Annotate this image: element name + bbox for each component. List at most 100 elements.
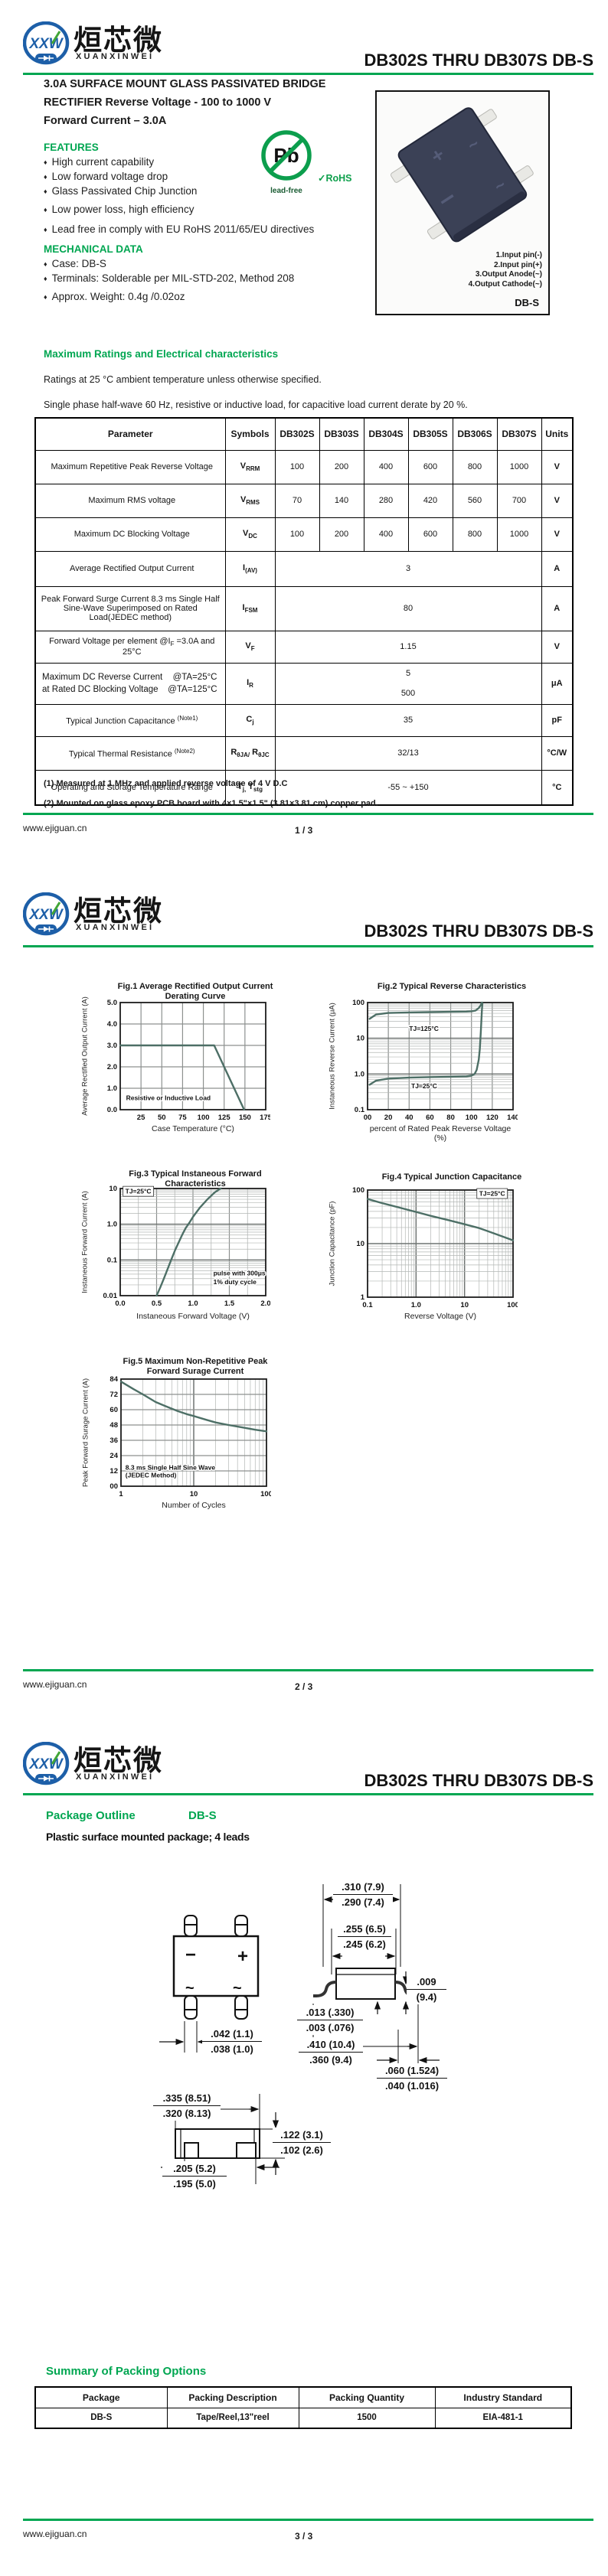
check-icon: ✓ [318,173,326,184]
pin-label: 4.Output Cathode(~) [468,279,542,289]
svg-text:0.0: 0.0 [115,1299,125,1308]
brand-name-cn: 烜芯微 [74,1745,163,1776]
svg-text:40: 40 [405,1114,414,1122]
svg-text:100: 100 [466,1114,478,1122]
header-rule [23,73,593,75]
figure-2: Fig.2 Typical Reverse Characteristics In… [329,982,574,1146]
lead-free-icon: Pb lead-free [261,130,312,195]
svg-text:0.1: 0.1 [362,1301,373,1309]
ratings-note2: Single phase half-wave 60 Hz, resistive … [44,399,468,410]
diamond-bullet-icon: ♦ [44,260,47,268]
feature-item: ♦ Glass Passivated Chip Junction [44,185,198,197]
table-row-vrms: Maximum RMS voltage VRMS 70 140 280 420 56… [34,483,574,518]
figure-2-ylabel: Instaneous Reverse Current (μA) [328,1003,337,1110]
svg-text:10: 10 [460,1301,469,1309]
diamond-bullet-icon: ♦ [44,187,47,195]
mech-item: ♦ Terminals: Solderable per MIL-STD-202, … [44,272,295,284]
figure-1: Fig.1 Average Rectified Output Current De… [73,982,318,1146]
svg-text:24: 24 [110,1452,118,1460]
mech-item: ♦ Approx. Weight: 0.4g /0.02oz [44,291,185,302]
figure-3-ylabel: Instaneous Forward Current (A) [80,1191,90,1293]
figure-3-chart: 0.0 0.5 1.0 1.5 2.0 0.01 0.1 1.0 10 TJ=25°C pulse … [103,1185,271,1308]
packing-heading: Summary of Packing Options [46,2365,207,2378]
diamond-bullet-icon: ♦ [44,173,47,181]
package-outline-heading: Package Outline [46,1809,136,1822]
feature-item: ♦ Low forward voltage drop [44,171,168,182]
svg-text:8.3 ms Single Half Sine Wave: 8.3 ms Single Half Sine Wave [126,1463,216,1471]
figure-2-chart: 00 20 40 60 80 100 120 140 0.1 1.0 10 100 TJ=125°C TJ… [352,999,518,1122]
svg-text:10: 10 [356,1035,364,1043]
svg-text:00: 00 [364,1114,372,1122]
table-row-vrrm: Maximum Repetitive Peak Reverse Voltage … [34,449,574,484]
figure-3-title: Fig.3 Typical Instaneous Forward Characte… [129,1169,262,1189]
svg-text:1.0: 1.0 [107,1221,117,1229]
svg-text:2.0: 2.0 [260,1299,270,1308]
svg-text:25: 25 [137,1114,145,1122]
feature-item: ♦ Lead free in comply with EU RoHS 2011/6… [44,223,315,235]
page-number: 3 / 3 [295,2531,313,2542]
svg-text:−: − [185,1945,196,1965]
page1-header: XXW 烜芯微 XUANXINWEI DB302S THRU DB307S DB… [22,21,593,72]
feature-item: ♦ High current capability [44,156,155,168]
svg-text:48: 48 [110,1421,118,1430]
svg-text:~: ~ [233,1980,242,1997]
brand-name-en: XUANXINWEI [76,52,155,61]
dim-335: .335 (8.51) .320 (8.13) [153,2091,221,2121]
package-outline-package: DB-S [188,1809,217,1822]
figure-5-chart: 1 10 100 00 12 24 36 48 60 72 84 8.3 ms Single Half… [110,1375,271,1498]
company-logo-icon: XXW [22,1741,70,1785]
ratings-heading: Maximum Ratings and Electrical character… [44,348,279,360]
svg-text:TJ=25°C: TJ=25°C [126,1188,152,1195]
package-photo: + ~ ~ [390,107,534,243]
svg-text:3.0: 3.0 [107,1042,117,1050]
svg-text:60: 60 [110,1406,118,1414]
svg-text:(JEDEC Method): (JEDEC Method) [126,1471,177,1479]
page3-header: XXW 烜芯微 XUANXINWEI DB302S THRU DB307S DB… [22,1741,593,1792]
figure-4-title: Fig.4 Typical Junction Capacitance [381,1172,522,1182]
package-photo-frame: + ~ ~ 1.Input pin(-) 2.Input pin(+) 3.Ou… [375,90,550,315]
svg-text:75: 75 [178,1114,187,1122]
svg-text:150: 150 [239,1114,251,1122]
svg-text:XXW: XXW [28,1756,64,1772]
svg-text:175: 175 [260,1114,270,1122]
svg-text:0.1: 0.1 [107,1256,118,1264]
dim-042: .042 (1.1) .038 (1.0) [202,2027,262,2056]
rohs-badge: ✓RoHS [318,173,352,184]
svg-text:1.0: 1.0 [411,1301,421,1309]
svg-text:0.0: 0.0 [107,1106,117,1114]
footnote-1: (1) Measured at 1 MHz and applied revers… [44,779,288,788]
svg-text:1: 1 [119,1490,123,1498]
svg-text:125: 125 [218,1114,231,1122]
svg-text:TJ=125°C: TJ=125°C [409,1025,439,1032]
svg-text:140: 140 [507,1114,518,1122]
table-row-vdc: Maximum DC Blocking Voltage VDC 100 200 4… [34,517,574,552]
figure-4-ylabel: Junction Capacitance (pF) [328,1201,337,1286]
svg-text:100: 100 [260,1490,271,1498]
svg-text:100: 100 [352,1186,364,1195]
header-rule [23,1793,593,1795]
pin-label: 1.Input pin(-) [495,251,542,259]
svg-text:TJ=25°C: TJ=25°C [411,1082,437,1090]
package-outline-subtitle: Plastic surface mounted package; 4 leads [46,1831,250,1843]
svg-text:1.0: 1.0 [107,1084,117,1093]
diamond-bullet-icon: ♦ [44,226,47,233]
packing-header-row: Package Packing Description Packing Quan… [34,2386,572,2408]
svg-text:0.5: 0.5 [152,1299,162,1308]
doc-title: DB302S THRU DB307S DB-S [364,921,593,941]
dim-205: .205 (5.2) .195 (5.0) [162,2161,227,2191]
footer-rule [23,813,593,815]
figure-1-xlabel: Case Temperature (°C) [152,1124,234,1133]
brand-name-cn: 烜芯微 [74,24,163,56]
table-row-ifsm: Peak Forward Surge Current 8.3 ms Single… [34,585,574,631]
dim-255: .255 (6.5) .245 (6.2) [338,1922,391,1952]
svg-text:20: 20 [384,1114,393,1122]
dim-122: .122 (3.1) .102 (2.6) [273,2128,331,2157]
pin-label: 2.Input pin(+) [493,260,542,269]
company-logo-icon: XXW [22,21,70,65]
headline-line1: 3.0A SURFACE MOUNT GLASS PASSIVATED BRID… [44,78,326,90]
svg-text:80: 80 [446,1114,455,1122]
dim-009: .009 (9.4) [407,1974,446,2004]
ratings-note1: Ratings at 25 °C ambient temperature unl… [44,374,322,385]
svg-text:72: 72 [110,1391,118,1399]
brand-name-cn: 烜芯微 [74,895,163,927]
